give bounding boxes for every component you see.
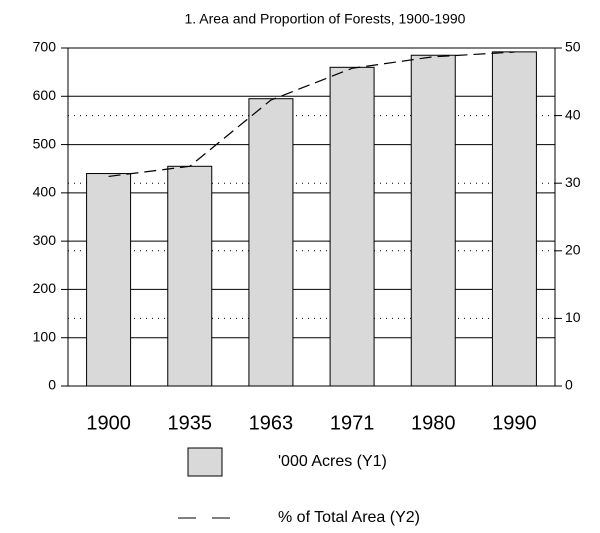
line — [108, 51, 515, 178]
bar — [410, 54, 456, 387]
x-tick-label: 1900 — [86, 412, 131, 434]
bar — [491, 51, 537, 387]
x-tick-label: 1990 — [492, 412, 537, 434]
bar — [329, 66, 375, 387]
y2-tick-label: 30 — [565, 174, 581, 190]
y-tick-label: 600 — [33, 87, 57, 103]
y-tick-label: 400 — [33, 184, 57, 200]
legend-label: % of Total Area (Y2) — [278, 509, 420, 526]
y-tick-label: 300 — [33, 232, 57, 248]
y-tick-label: 100 — [33, 328, 57, 344]
chart-title: 1. Area and Proportion of Forests, 1900-… — [185, 11, 466, 27]
y2-tick-label: 40 — [565, 106, 581, 122]
y-tick-label: 500 — [33, 135, 57, 151]
y-tick-label: 0 — [48, 377, 56, 393]
bar — [167, 165, 213, 387]
x-tick-label: 1980 — [411, 412, 456, 434]
y2-tick-label: 20 — [565, 242, 581, 258]
x-tick-label: 1935 — [168, 412, 213, 434]
y2-tick-label: 0 — [565, 377, 573, 393]
legend-swatch — [187, 447, 223, 477]
x-tick-label: 1963 — [249, 412, 294, 434]
bar — [86, 173, 132, 387]
y-tick-label: 200 — [33, 280, 57, 296]
y2-tick-label: 50 — [565, 39, 581, 55]
legend-label: '000 Acres (Y1) — [278, 453, 387, 470]
bar — [248, 98, 294, 387]
y-tick-label: 700 — [33, 39, 57, 55]
y2-tick-label: 10 — [565, 309, 581, 325]
x-tick-label: 1971 — [330, 412, 375, 434]
